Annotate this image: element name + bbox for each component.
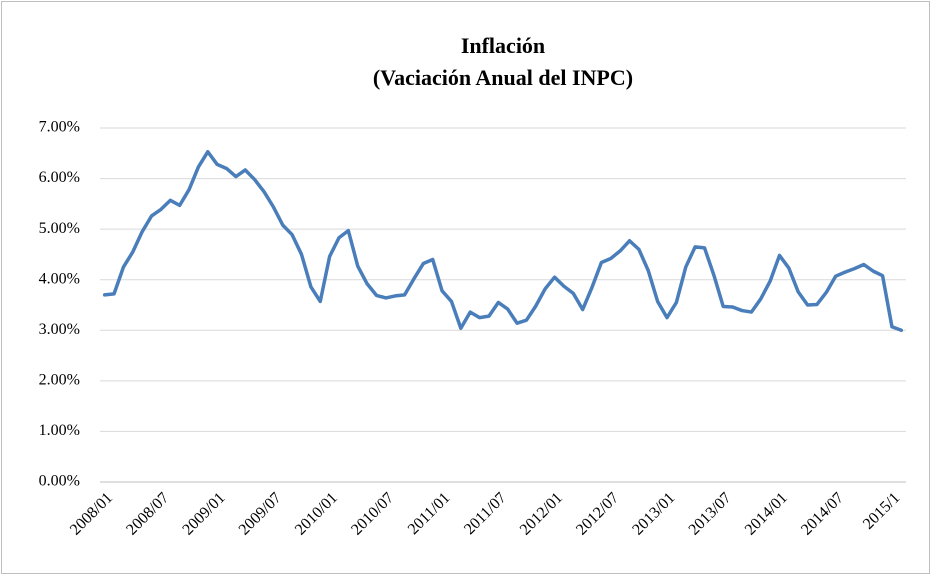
data-line <box>102 150 904 333</box>
y-tick-label: 6.00% <box>39 169 80 186</box>
y-tick-label: 3.00% <box>39 321 80 338</box>
chart-subtitle: (Vaciación Anual del INPC) <box>373 65 633 90</box>
y-tick-label: 7.00% <box>39 119 80 136</box>
y-tick-label: 5.00% <box>39 220 80 237</box>
y-tick-label: 0.00% <box>39 473 80 490</box>
y-tick-label: 2.00% <box>39 372 80 389</box>
y-tick-label: 1.00% <box>39 422 80 439</box>
y-tick-label: 4.00% <box>39 270 80 287</box>
chart-title: Inflación <box>461 33 545 58</box>
